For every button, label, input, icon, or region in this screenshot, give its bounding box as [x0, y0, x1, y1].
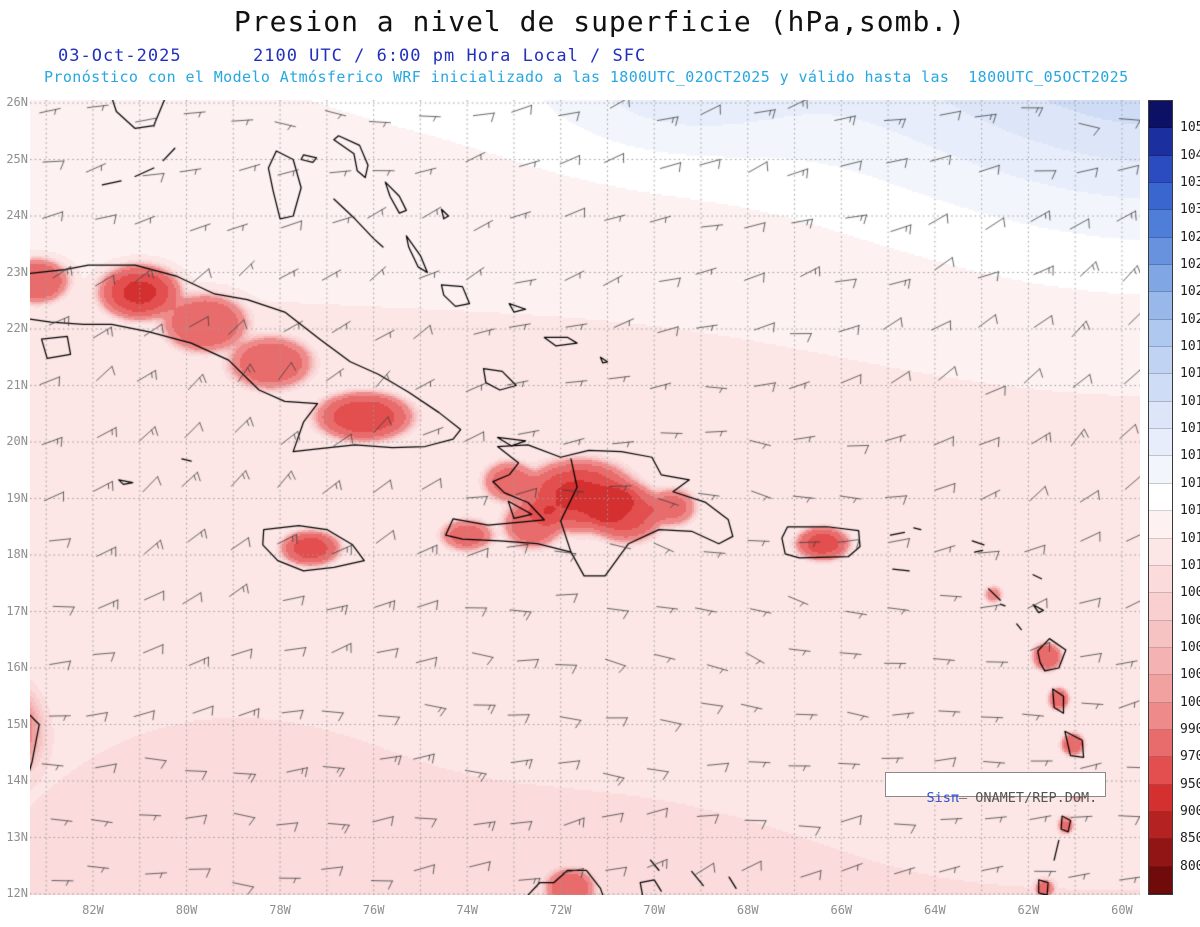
lat-tick-label: 18N [6, 547, 28, 561]
watermark-brand: Sisπ [926, 790, 960, 806]
colorbar-tick-label: 1022 [1180, 284, 1200, 300]
colorbar-cell [1149, 265, 1172, 293]
colorbar-cell [1149, 347, 1172, 375]
lat-tick-label: 20N [6, 434, 28, 448]
colorbar-cell [1149, 401, 1172, 430]
colorbar-tick-label: 1015 [1180, 448, 1200, 464]
lon-tick-label: 62W [1017, 903, 1040, 917]
watermark-separator: — [959, 790, 976, 806]
colorbar-labels: 1050 1040 1038 1030 1028 1025 1022 1020 1019 1018… [1180, 100, 1200, 895]
colorbar-cell [1149, 565, 1172, 594]
colorbar-tick-label: 1020 [1180, 311, 1200, 327]
colorbar-cell [1149, 839, 1172, 867]
colorbar-tick-label: 1006 [1180, 612, 1200, 628]
colorbar-tick-label: 900 [1180, 803, 1200, 819]
colorbar-cell [1149, 183, 1172, 211]
colorbar-tick-label: 1016 [1180, 421, 1200, 437]
colorbar-tick-label: 800 [1180, 858, 1200, 874]
lon-tick-label: 60W [1111, 903, 1133, 917]
colorbar-tick-label: 1030 [1180, 202, 1200, 218]
colorbar-tick-label: 950 [1180, 776, 1200, 792]
colorbar-cell [1149, 675, 1172, 703]
colorbar-cell [1149, 593, 1172, 621]
lat-tick-label: 16N [6, 660, 28, 674]
colorbar-tick-label: 1028 [1180, 229, 1200, 245]
colorbar-cell [1149, 729, 1172, 758]
lat-tick-label: 15N [6, 716, 28, 731]
lat-tick-label: 25N [6, 151, 28, 166]
lon-tick-label: 68W [736, 903, 759, 917]
lat-tick-label: 21N [6, 377, 28, 392]
colorbar-cell [1149, 101, 1172, 129]
lat-tick-label: 17N [6, 603, 28, 618]
colorbar-cell [1149, 538, 1172, 566]
colorbar-cell [1149, 237, 1172, 266]
colorbar-cell [1149, 374, 1172, 402]
colorbar-tick-label: 1000 [1180, 694, 1200, 710]
colorbar-tick-label: 850 [1180, 831, 1200, 847]
colorbar-tick-label: 1017 [1180, 393, 1200, 409]
lat-tick-label: 14N [6, 773, 28, 787]
colorbar-tick-label: 970 [1180, 749, 1200, 765]
watermark: Sisπ— ONAMET/REP.DOM. [885, 772, 1107, 806]
colorbar-cell [1149, 483, 1172, 512]
map-area [30, 100, 1140, 895]
colorbar-cell [1149, 319, 1172, 348]
colorbar-tick-label: 1012 [1180, 530, 1200, 546]
lat-tick-label: 23N [6, 264, 28, 279]
lon-tick-label: 76W [362, 903, 385, 917]
watermark-org: ONAMET/REP.DOM. [975, 790, 1098, 806]
colorbar-tick-label: 1018 [1180, 366, 1200, 382]
colorbar-cell [1149, 620, 1172, 648]
lat-tick-label: 19N [6, 490, 28, 505]
colorbar-tick-label: 1013 [1180, 503, 1200, 519]
forecast-description: Pronóstico con el Modelo Atmósferico WRF… [44, 68, 1129, 86]
colorbar-tick-label: 1019 [1180, 339, 1200, 355]
colorbar-tick-label: 1025 [1180, 257, 1200, 273]
colorbar-cell [1149, 757, 1172, 785]
datetime-row: 03-Oct-2025 2100 UTC / 6:00 pm Hora Loca… [0, 46, 1200, 66]
colorbar-tick-label: 1010 [1180, 557, 1200, 573]
colorbar-cell [1149, 292, 1172, 320]
colorbar-tick-label: 1050 [1180, 120, 1200, 136]
colorbar-tick-label: 1008 [1180, 585, 1200, 601]
colorbar-tick-label: 1004 [1180, 639, 1200, 655]
lat-tick-label: 22N [6, 321, 28, 335]
lon-tick-label: 78W [269, 903, 291, 917]
colorbar-cell [1149, 784, 1172, 812]
valid-time: 2100 UTC / 6:00 pm Hora Local / SFC [253, 46, 647, 66]
colorbar-cell [1149, 511, 1172, 539]
colorbar-tick-label: 1014 [1180, 475, 1200, 491]
colorbar-tick-label: 990 [1180, 721, 1200, 737]
colorbar-tick-label: 1038 [1180, 175, 1200, 191]
colorbar-tick-label: 1002 [1180, 667, 1200, 683]
colorbar-cell [1149, 429, 1172, 457]
colorbar-cell [1149, 128, 1172, 156]
lat-tick-label: 13N [6, 829, 28, 844]
lat-tick-label: 12N [6, 886, 28, 900]
colorbar [1148, 100, 1173, 895]
lat-tick-label: 24N [6, 208, 28, 222]
colorbar-cell [1149, 811, 1172, 840]
colorbar-cell [1149, 210, 1172, 238]
lon-tick-label: 72W [549, 903, 572, 917]
lon-tick-label: 82W [82, 903, 104, 917]
lon-tick-label: 80W [175, 903, 198, 917]
colorbar-cell [1149, 866, 1172, 894]
lat-tick-label: 26N [6, 95, 28, 109]
lon-tick-label: 66W [830, 903, 853, 917]
page-title: Presion a nivel de superficie (hPa,somb.… [233, 5, 967, 38]
lon-tick-label: 74W [456, 903, 478, 917]
colorbar-cell [1149, 647, 1172, 676]
run-date: 03-Oct-2025 [58, 46, 182, 66]
lon-tick-label: 64W [924, 903, 946, 917]
colorbar-cell [1149, 702, 1172, 730]
lon-tick-label: 70W [643, 903, 666, 917]
pressure-map-canvas [30, 100, 1140, 895]
colorbar-cell [1149, 456, 1172, 484]
colorbar-tick-label: 1040 [1180, 147, 1200, 163]
colorbar-cell [1149, 155, 1172, 184]
